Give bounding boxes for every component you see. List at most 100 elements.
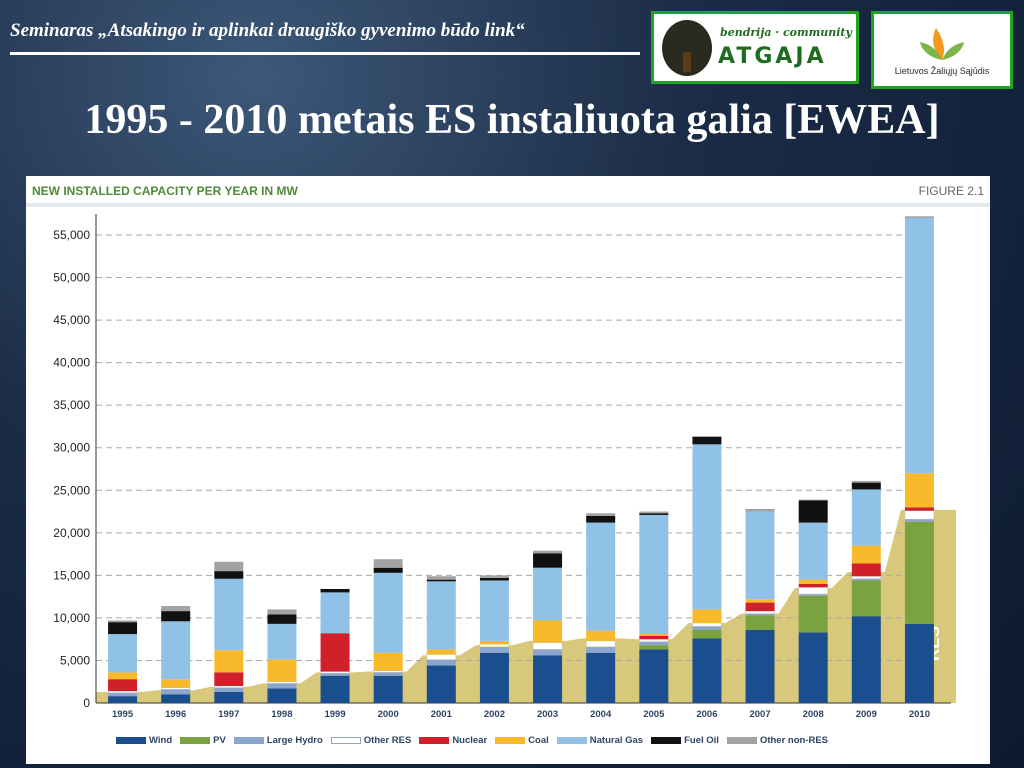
bar-fuel-oil-2008	[798, 500, 828, 523]
bar-wind-2006	[692, 638, 722, 703]
bar-large-hydro-2004	[586, 646, 616, 653]
bar-large-hydro-2006	[692, 626, 722, 630]
bar-coal-2006	[692, 609, 722, 624]
bar-natural-gas-2002	[479, 580, 509, 641]
legend-item: Other RES	[330, 734, 412, 746]
bar-large-hydro-1998	[267, 683, 297, 689]
bar-large-hydro-2001	[426, 659, 456, 666]
bar-other-non-res-1997	[214, 561, 244, 572]
bar-fuel-oil-1999	[320, 588, 350, 593]
legend-swatch	[726, 736, 757, 744]
bar-large-hydro-2009	[851, 578, 881, 581]
x-tick-label: 2002	[484, 709, 505, 720]
legend-label: Other RES	[363, 734, 412, 746]
bar-other-non-res-2008	[798, 499, 828, 501]
atgaja-logo-tagline: bendrija · community	[720, 26, 852, 39]
bar-other-non-res-1995	[108, 620, 138, 623]
bar-large-hydro-2010	[904, 519, 934, 522]
bar-coal-2008	[798, 579, 828, 584]
bar-wind-2007	[745, 629, 775, 703]
bar-nuclear-1995	[108, 679, 138, 692]
bar-wind-2003	[533, 655, 563, 703]
bar-other-res-2001	[426, 654, 457, 660]
x-tick-label: 2009	[856, 709, 877, 720]
bar-pv-2009	[851, 580, 881, 617]
bar-natural-gas-2010	[904, 217, 934, 474]
legend-swatch	[556, 736, 587, 744]
x-tick-label: 2004	[590, 709, 612, 720]
bar-nuclear-1997	[214, 672, 244, 686]
legend-label: Nuclear	[452, 734, 488, 746]
y-tick-label: 50,000	[53, 271, 90, 285]
legend-label: Natural Gas	[589, 734, 644, 746]
seminar-title: Seminaras „Atsakingo ir aplinkai draugiš…	[10, 20, 525, 41]
bar-other-res-2006	[692, 622, 722, 627]
bar-natural-gas-1998	[267, 623, 297, 660]
bar-nuclear-1999	[320, 633, 350, 672]
bar-large-hydro-1995	[108, 692, 138, 697]
y-tick-label: 10,000	[53, 611, 90, 625]
x-tick-label: 1998	[271, 709, 292, 720]
legend-item: Fuel Oil	[651, 735, 719, 746]
bar-large-hydro-2005	[639, 641, 669, 646]
bar-other-res-2002	[479, 643, 510, 648]
bar-fuel-oil-2002	[479, 577, 509, 581]
bar-other-res-1996	[160, 687, 191, 690]
bar-fuel-oil-1995	[108, 622, 138, 635]
x-tick-label: 2007	[749, 709, 770, 720]
bar-large-hydro-1996	[161, 689, 191, 695]
legend-item: Natural Gas	[556, 734, 644, 746]
legend-label: Other non-RES	[759, 734, 829, 746]
bar-other-non-res-2010	[904, 216, 934, 218]
bar-nuclear-2005	[639, 635, 669, 640]
bar-other-res-1997	[214, 685, 244, 688]
bar-natural-gas-1996	[161, 621, 191, 680]
bar-large-hydro-1997	[214, 687, 244, 692]
y-tick-label: 20,000	[53, 526, 90, 540]
bar-wind-2005	[639, 649, 669, 703]
bar-natural-gas-2009	[851, 489, 881, 546]
title-underline	[10, 52, 640, 55]
bar-pv-2007	[745, 615, 775, 630]
bar-coal-2003	[533, 620, 563, 643]
legend-swatch	[180, 736, 211, 744]
x-tick-label: 2008	[803, 709, 824, 720]
bar-other-non-res-2002	[479, 575, 509, 578]
bar-natural-gas-2001	[426, 581, 456, 650]
bar-other-res-2003	[532, 642, 563, 650]
bar-wind-2010	[904, 623, 934, 703]
legend-label: Fuel Oil	[684, 734, 719, 746]
bar-wind-2002	[479, 652, 509, 703]
bar-fuel-oil-2001	[426, 579, 456, 582]
legend-swatch	[116, 736, 146, 744]
bar-nuclear-2008	[798, 583, 828, 588]
bar-coal-1996	[161, 679, 191, 688]
bar-natural-gas-1995	[108, 634, 138, 673]
bar-fuel-oil-2009	[851, 482, 881, 490]
bar-wind-1997	[214, 691, 244, 703]
bar-large-hydro-1999	[320, 673, 350, 676]
bar-large-hydro-2002	[479, 646, 509, 653]
figure-rule	[26, 203, 990, 207]
lzs-logo-text: Lietuvos Žaliųjų Sąjūdis	[894, 66, 990, 76]
y-tick-label: 30,000	[53, 441, 90, 455]
bar-other-res-2009	[851, 575, 882, 580]
x-tick-label: 2001	[431, 709, 453, 720]
bar-natural-gas-2005	[639, 514, 669, 635]
bar-natural-gas-1999	[320, 592, 350, 634]
legend-swatch	[495, 736, 526, 744]
bar-fuel-oil-1996	[161, 611, 191, 622]
y-tick-label: 40,000	[53, 356, 90, 370]
bar-natural-gas-2004	[586, 522, 616, 631]
bar-pv-2006	[692, 629, 722, 639]
bar-other-non-res-2004	[586, 513, 616, 516]
bar-coal-2005	[639, 634, 669, 636]
res-area	[96, 509, 956, 703]
bar-wind-2009	[851, 616, 881, 703]
bar-other-non-res-2001	[426, 576, 456, 580]
x-tick-label: 1996	[165, 709, 186, 720]
bar-wind-1996	[161, 694, 191, 703]
figure-panel: NEW INSTALLED CAPACITY PER YEAR IN MW FI…	[26, 176, 990, 764]
x-tick-label: 2006	[696, 709, 717, 720]
atgaja-logo-name: ATGAJA	[718, 44, 827, 69]
